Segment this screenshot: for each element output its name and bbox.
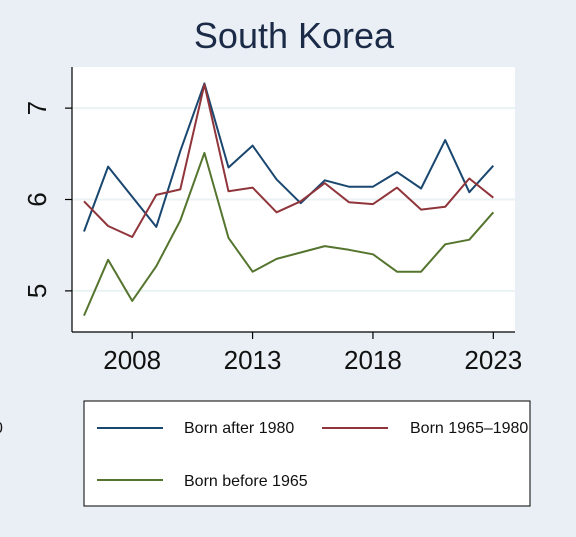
- y-tick-label: 5: [22, 284, 52, 298]
- x-tick-label: 2023: [464, 345, 522, 375]
- x-tick-label: 2018: [344, 345, 402, 375]
- x-tick-label: 2013: [224, 345, 282, 375]
- y-axis-ticks: 5 6 7: [22, 101, 72, 298]
- y-tick-label: 7: [22, 101, 52, 115]
- gridlines: [72, 107, 515, 292]
- series-lines: [83, 82, 495, 316]
- series-line-born-before-1965: [83, 151, 495, 316]
- x-axis-ticks: 2008 2013 2018 2023: [103, 332, 522, 375]
- chart-title: South Korea: [194, 15, 395, 56]
- clipped-edge-label: 0: [0, 420, 3, 437]
- y-tick-label: 6: [22, 192, 52, 206]
- x-tick-label: 2008: [103, 345, 161, 375]
- legend-label-born-after-1980: Born after 1980: [184, 420, 294, 437]
- legend-label-born-1965-1980: Born 1965–1980: [410, 420, 528, 437]
- legend-box: [83, 400, 531, 507]
- series-line-born-after-1980: [83, 82, 495, 232]
- legend-label-born-before-1965: Born before 1965: [184, 473, 308, 490]
- series-line-born-1965-1980: [83, 83, 494, 238]
